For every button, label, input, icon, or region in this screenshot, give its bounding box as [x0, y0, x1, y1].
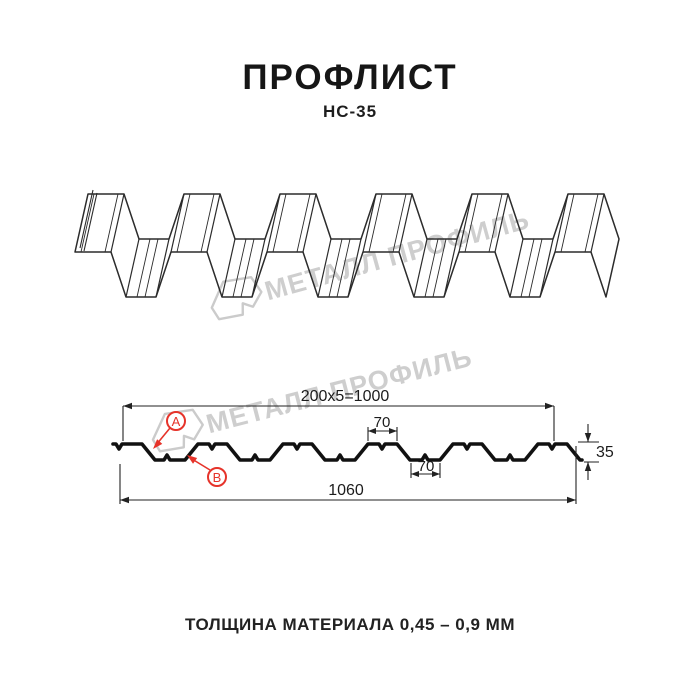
callout-a-label: А — [172, 414, 181, 429]
arrowhead-icon — [584, 433, 592, 442]
brand-logo-icon — [210, 275, 263, 321]
dimension-bottom-flute-label: 70 — [418, 458, 435, 475]
arrowhead-icon — [368, 428, 376, 434]
cross-section-profile — [111, 442, 584, 462]
arrowhead-icon — [120, 496, 129, 504]
arrowhead-icon — [411, 471, 419, 477]
dimension-overall-width-label: 1060 — [328, 482, 364, 499]
dimension-module: 200x5=1000 — [122, 388, 555, 441]
dimension-top-flute-label: 70 — [374, 414, 391, 431]
callout-a: А — [153, 411, 186, 449]
red-arrowhead-icon — [153, 439, 163, 449]
callout-b-label: В — [213, 470, 222, 485]
red-arrowhead-icon — [187, 455, 198, 464]
arrowhead-icon — [545, 402, 554, 410]
dimension-height: 35 — [578, 424, 614, 480]
arrowhead-icon — [432, 471, 440, 477]
arrowhead-icon — [389, 428, 397, 434]
dimension-height-label: 35 — [596, 444, 614, 461]
arrowhead-icon — [584, 462, 592, 471]
callout-b: В — [187, 455, 227, 487]
arrowhead-icon — [567, 496, 576, 504]
callout-b-circle — [207, 467, 227, 487]
material-thickness-note: ТОЛЩИНА МАТЕРИАЛА 0,45 – 0,9 ММ — [185, 615, 515, 634]
profile-model-label: НС-35 — [322, 102, 378, 121]
dimension-bottom-flute: 70 — [410, 458, 441, 478]
page-title: ПРОФЛИСТ — [242, 58, 458, 97]
profile-3d-sheet-drawing — [74, 189, 620, 298]
dimension-module-label: 200x5=1000 — [301, 388, 390, 405]
callout-a-circle — [166, 411, 186, 431]
dimension-overall-width: 1060 — [119, 446, 577, 504]
dimension-top-flute: 70 — [367, 414, 398, 441]
profile-3d-sheet-fill — [75, 194, 619, 297]
arrowhead-icon — [123, 402, 132, 410]
